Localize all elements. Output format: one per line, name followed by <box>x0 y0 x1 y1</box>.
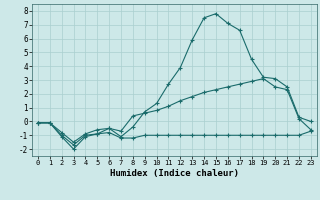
X-axis label: Humidex (Indice chaleur): Humidex (Indice chaleur) <box>110 169 239 178</box>
